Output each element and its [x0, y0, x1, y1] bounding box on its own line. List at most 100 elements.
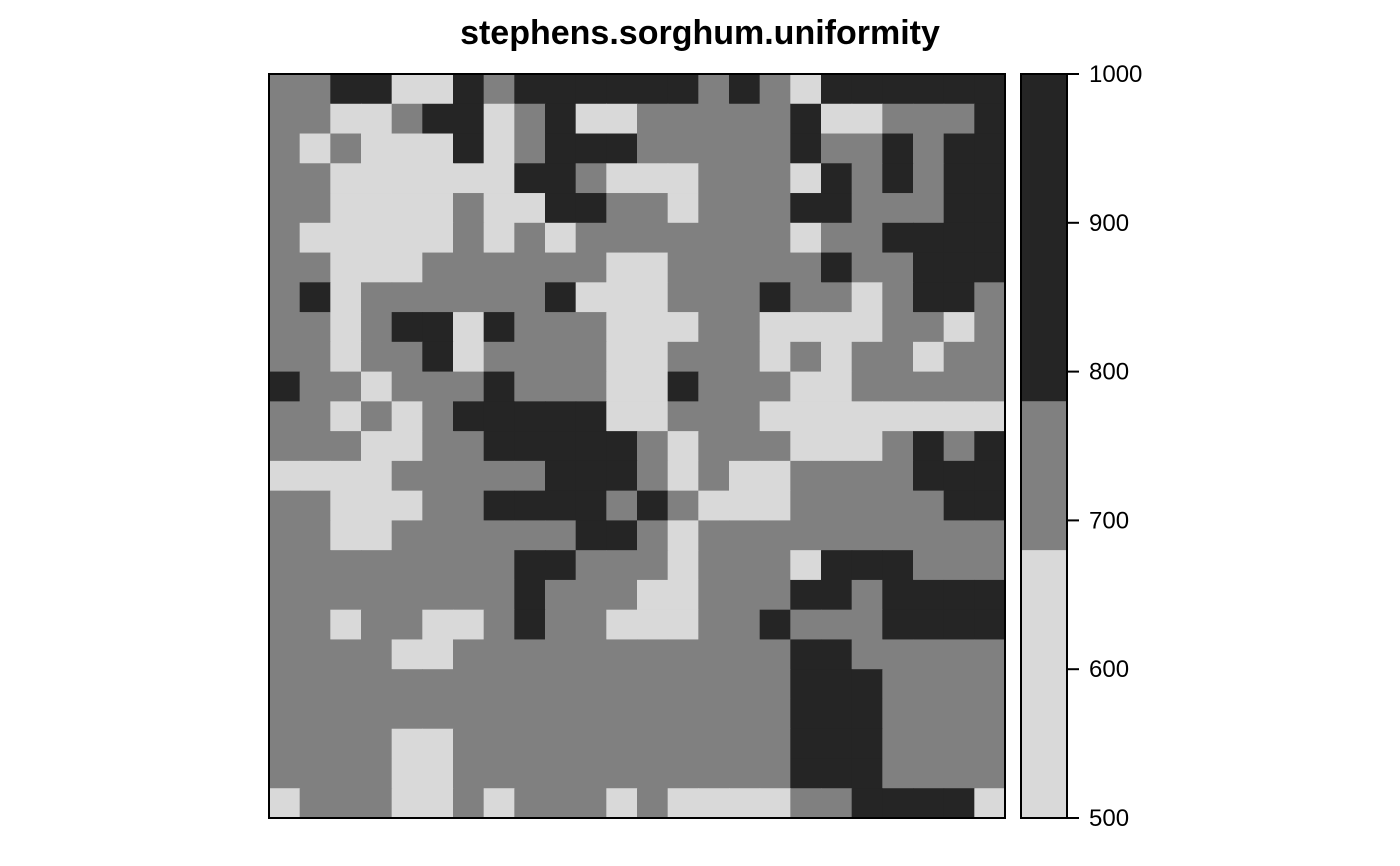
heatmap-cell — [637, 728, 669, 760]
heatmap-cell — [299, 758, 331, 789]
heatmap-cell — [422, 728, 454, 760]
heatmap-cell — [514, 490, 546, 521]
heatmap-cell — [851, 639, 883, 670]
heatmap-cell — [606, 431, 638, 462]
heatmap-cell — [269, 282, 301, 313]
heatmap-cell — [269, 222, 301, 254]
heatmap-cell — [606, 579, 638, 611]
heatmap-cell — [514, 74, 546, 105]
heatmap-cell — [330, 312, 362, 343]
heatmap-cell — [422, 193, 454, 224]
heatmap-cell — [759, 401, 791, 432]
heatmap-cell — [269, 490, 301, 521]
heatmap-cell — [759, 609, 791, 641]
heatmap-cell — [759, 758, 791, 789]
heatmap-cell — [759, 371, 791, 402]
heatmap-cell — [667, 788, 699, 819]
heatmap-cell — [575, 133, 607, 164]
heatmap-cell — [453, 401, 485, 432]
heatmap-cell — [361, 609, 393, 641]
heatmap-cell — [790, 460, 822, 492]
heatmap-cell — [759, 490, 791, 521]
chart-title: stephens.sorghum.uniformity — [460, 14, 940, 52]
heatmap-cell — [361, 312, 393, 343]
heatmap-cell — [422, 222, 454, 254]
heatmap-cell — [606, 609, 638, 641]
heatmap-cell — [637, 371, 669, 402]
heatmap-cell — [637, 669, 669, 700]
heatmap-cell — [453, 669, 485, 700]
heatmap-cell — [667, 579, 699, 611]
heatmap-cell — [759, 698, 791, 730]
heatmap-cell — [974, 282, 1006, 313]
heatmap-cell — [483, 103, 515, 135]
heatmap-cell — [943, 163, 975, 194]
heatmap-cell — [759, 788, 791, 819]
heatmap-cell — [514, 401, 546, 432]
heatmap-cell — [483, 788, 515, 819]
heatmap-cell — [913, 341, 945, 373]
heatmap-cell — [637, 74, 669, 105]
heatmap-cell — [698, 371, 730, 402]
heatmap-cell — [453, 490, 485, 521]
heatmap-cell — [483, 550, 515, 581]
heatmap-cell — [269, 460, 301, 492]
heatmap-cell — [269, 74, 301, 105]
heatmap-cell — [391, 758, 423, 789]
heatmap-cell — [851, 669, 883, 700]
heatmap-cell — [483, 401, 515, 432]
heatmap-cell — [974, 550, 1006, 581]
heatmap-cell — [882, 669, 914, 700]
heatmap-cell — [361, 341, 393, 373]
heatmap-cell — [821, 788, 853, 819]
heatmap-cell — [575, 698, 607, 730]
heatmap-cell — [821, 222, 853, 254]
heatmap-cell — [821, 698, 853, 730]
heatmap-cell — [422, 431, 454, 462]
heatmap-cell — [667, 550, 699, 581]
heatmap-cell — [299, 222, 331, 254]
heatmap-cell — [821, 639, 853, 670]
heatmap-cell — [483, 193, 515, 224]
heatmap-cell — [790, 579, 822, 611]
heatmap-cell — [759, 103, 791, 135]
heatmap-cell — [453, 609, 485, 641]
heatmap-cell — [667, 252, 699, 283]
heatmap-cell — [299, 312, 331, 343]
heatmap-cell — [974, 252, 1006, 283]
heatmap-cell — [483, 698, 515, 730]
heatmap-cell — [913, 193, 945, 224]
heatmap-cell — [882, 788, 914, 819]
heatmap-cell — [269, 252, 301, 283]
heatmap-cell — [361, 282, 393, 313]
heatmap-cell — [637, 193, 669, 224]
heatmap-cell — [821, 252, 853, 283]
heatmap-cell — [545, 163, 577, 194]
heatmap-cell — [422, 609, 454, 641]
heatmap-cell — [882, 133, 914, 164]
heatmap-cell — [361, 431, 393, 462]
heatmap-cell — [575, 579, 607, 611]
heatmap-cell — [299, 74, 331, 105]
heatmap-cell — [637, 758, 669, 789]
heatmap-cell — [759, 550, 791, 581]
heatmap-cell — [330, 252, 362, 283]
heatmap-cell — [667, 193, 699, 224]
heatmap-cell — [391, 193, 423, 224]
heatmap-cell — [269, 728, 301, 760]
heatmap-cell — [453, 431, 485, 462]
heatmap-cell — [943, 669, 975, 700]
heatmap-cell — [851, 460, 883, 492]
heatmap-cell — [821, 669, 853, 700]
heatmap-cell — [606, 460, 638, 492]
heatmap-cell — [759, 669, 791, 700]
heatmap-cell — [667, 520, 699, 551]
heatmap-cell — [759, 222, 791, 254]
heatmap-cell — [575, 728, 607, 760]
heatmap-cell — [361, 222, 393, 254]
heatmap-cell — [361, 74, 393, 105]
heatmap-cell — [391, 639, 423, 670]
heatmap-cell — [974, 222, 1006, 254]
heatmap-cell — [422, 282, 454, 313]
